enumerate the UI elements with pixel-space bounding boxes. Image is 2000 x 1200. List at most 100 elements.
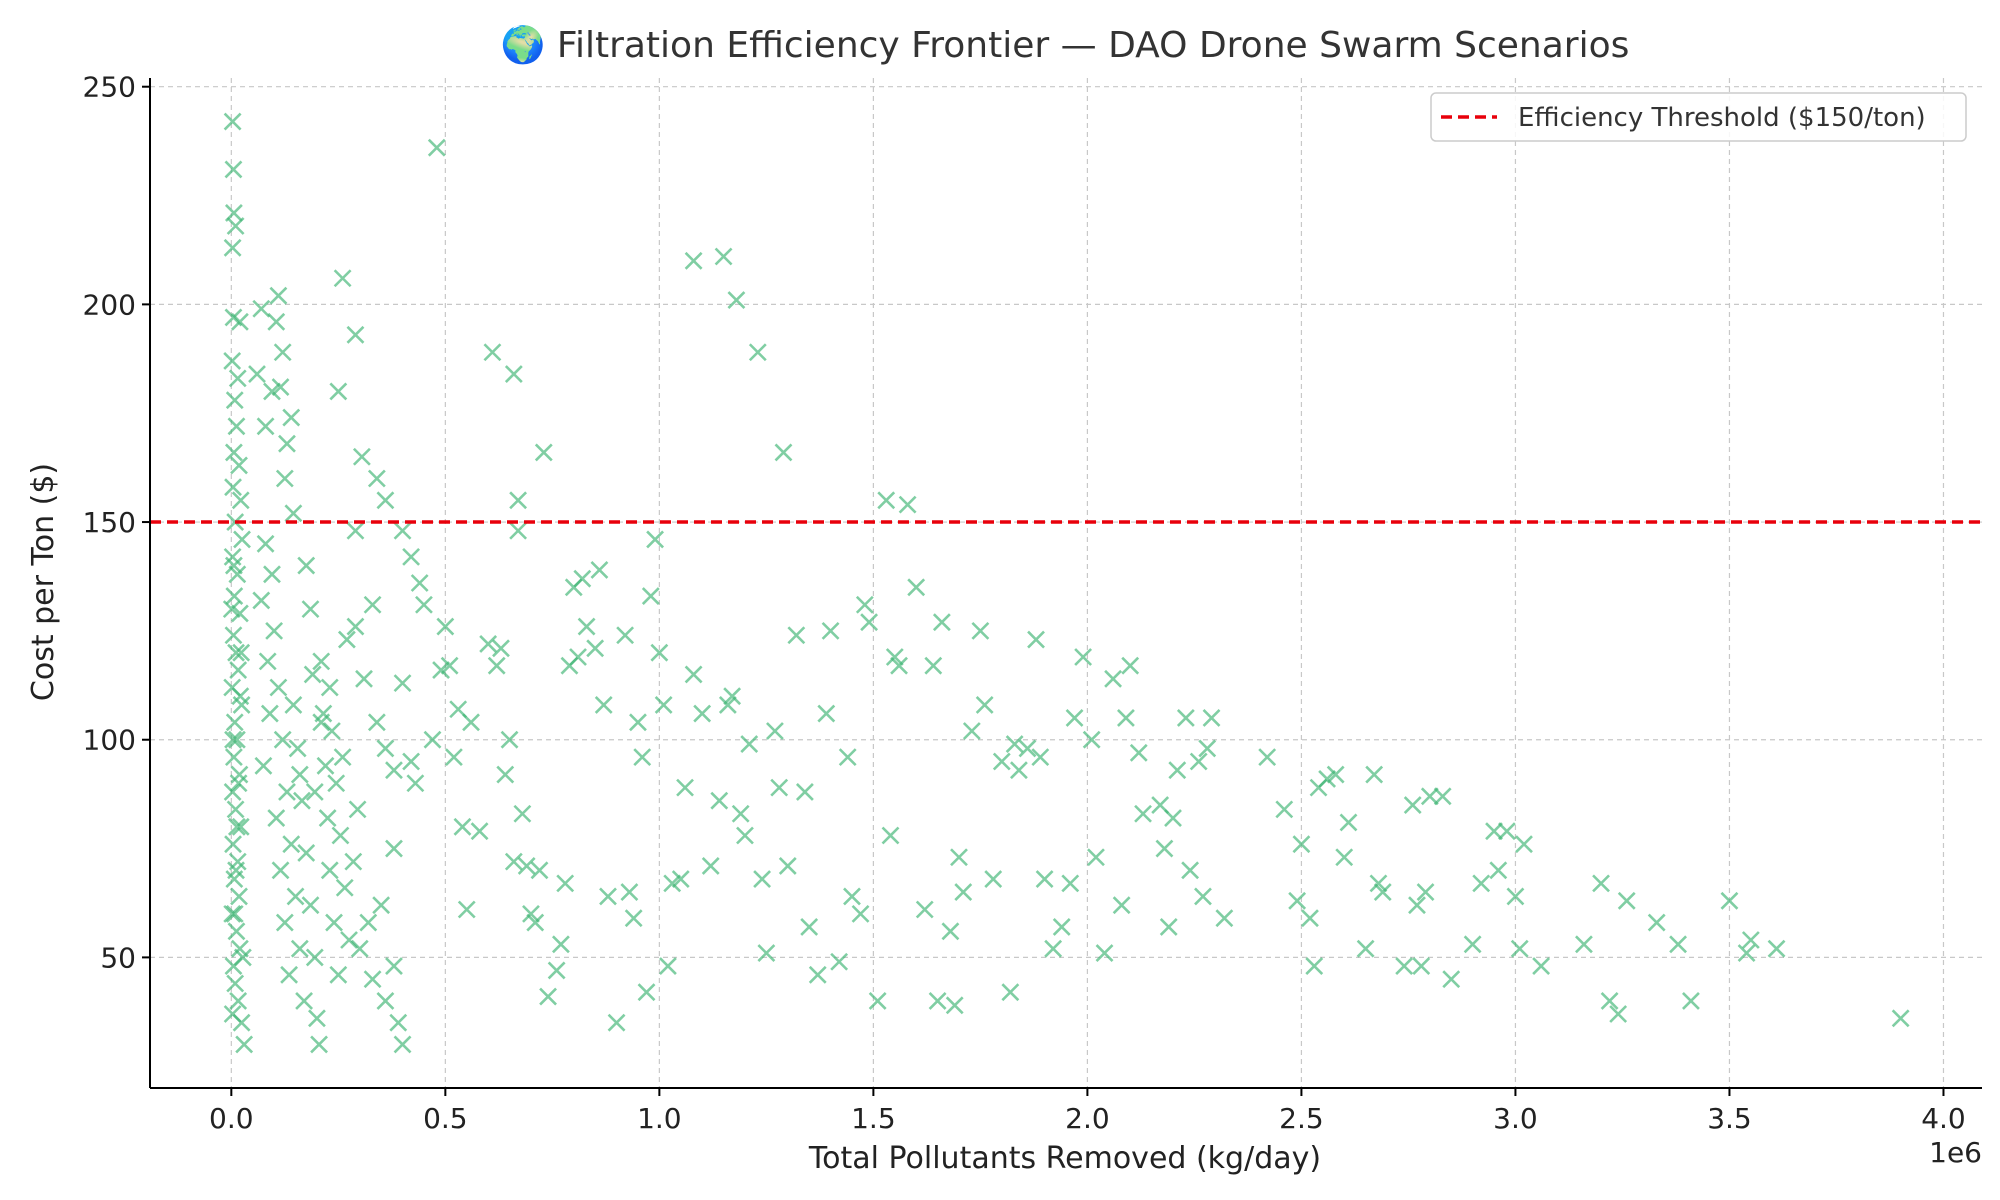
data-point (333, 269, 352, 288)
data-point (590, 561, 609, 579)
x-tick-label: 3.5 (1707, 1102, 1752, 1135)
data-point (224, 835, 242, 854)
data-point (329, 965, 348, 984)
data-point (329, 382, 348, 401)
data-point (320, 861, 339, 880)
data-point (1339, 813, 1358, 832)
data-point (1891, 1009, 1910, 1028)
data-point (226, 974, 245, 993)
data-point (363, 970, 382, 989)
data-point (1095, 944, 1114, 962)
data-point (252, 591, 271, 610)
data-point (646, 530, 665, 549)
data-point (701, 857, 720, 875)
data-point (766, 722, 784, 740)
data-point (346, 521, 365, 540)
data-point (228, 369, 247, 388)
data-point (227, 730, 246, 749)
data-point (534, 443, 553, 462)
x-tick-label: 1.5 (851, 1102, 896, 1135)
data-point (1104, 669, 1122, 688)
data-point (280, 965, 299, 984)
data-point (795, 783, 814, 801)
data-point (402, 547, 421, 566)
data-point (509, 521, 528, 540)
data-point (423, 730, 442, 749)
data-point (877, 491, 896, 510)
data-point (654, 695, 673, 714)
data-point (352, 447, 371, 466)
data-point (770, 778, 789, 797)
data-point (684, 665, 703, 684)
data-point (1592, 874, 1610, 893)
data-point (293, 791, 311, 810)
data-point (286, 887, 305, 906)
data-point (229, 774, 248, 793)
x-tick-label: 2.0 (1065, 1102, 1110, 1135)
data-point (885, 648, 904, 666)
data-point (1365, 765, 1384, 784)
data-point (556, 874, 575, 893)
data-point (1510, 939, 1529, 958)
data-point (233, 530, 251, 549)
data-point (855, 595, 874, 614)
data-point (1485, 822, 1503, 841)
data-point (1489, 861, 1508, 880)
data-point (1335, 848, 1354, 867)
data-point (932, 613, 951, 632)
data-point (616, 626, 635, 645)
data-point (1194, 887, 1212, 906)
data-point (941, 922, 960, 941)
data-point (821, 621, 840, 640)
data-point (1617, 891, 1636, 910)
data-point (385, 839, 403, 858)
data-point (233, 948, 252, 967)
data-point (915, 900, 934, 919)
data-point (230, 312, 249, 331)
data-point (252, 299, 271, 318)
data-point (500, 730, 519, 749)
data-point (310, 1035, 328, 1054)
data-point (633, 748, 652, 767)
data-point (284, 504, 303, 523)
data-point (479, 635, 498, 653)
data-point (337, 630, 356, 649)
data-point (1412, 957, 1431, 976)
data-point (248, 365, 266, 383)
data-point (1134, 804, 1152, 823)
data-point (1532, 957, 1551, 976)
data-point (881, 826, 900, 845)
data-point (1117, 709, 1135, 727)
data-points (222, 112, 1910, 1054)
data-point (1575, 935, 1593, 954)
data-point (1669, 935, 1688, 954)
data-point (225, 904, 244, 923)
data-point (290, 765, 309, 784)
data-point (278, 434, 296, 453)
data-point (950, 848, 968, 867)
data-point (258, 652, 277, 671)
data-point (1176, 709, 1195, 727)
data-point (227, 817, 246, 836)
data-point (684, 251, 703, 270)
data-point (808, 965, 827, 984)
data-point (224, 160, 243, 179)
data-point (984, 870, 1003, 888)
data-point (312, 652, 331, 671)
data-point (504, 852, 523, 871)
data-point (954, 883, 973, 902)
data-point (731, 804, 750, 823)
data-point (275, 469, 294, 488)
data-point (335, 878, 354, 897)
data-point (269, 678, 288, 697)
data-point (975, 695, 994, 714)
data-point (432, 661, 450, 679)
data-point (1129, 743, 1148, 762)
data-point (256, 534, 275, 553)
data-point (327, 774, 346, 793)
data-point (1087, 848, 1105, 867)
data-point (312, 713, 331, 732)
ticks: 0.0 0.5 1.0 1.5 2.0 2.5 3.0 3.5 4.0 50 100 150 200 25… (83, 71, 1966, 1135)
data-point (427, 138, 446, 157)
data-point (297, 843, 316, 862)
